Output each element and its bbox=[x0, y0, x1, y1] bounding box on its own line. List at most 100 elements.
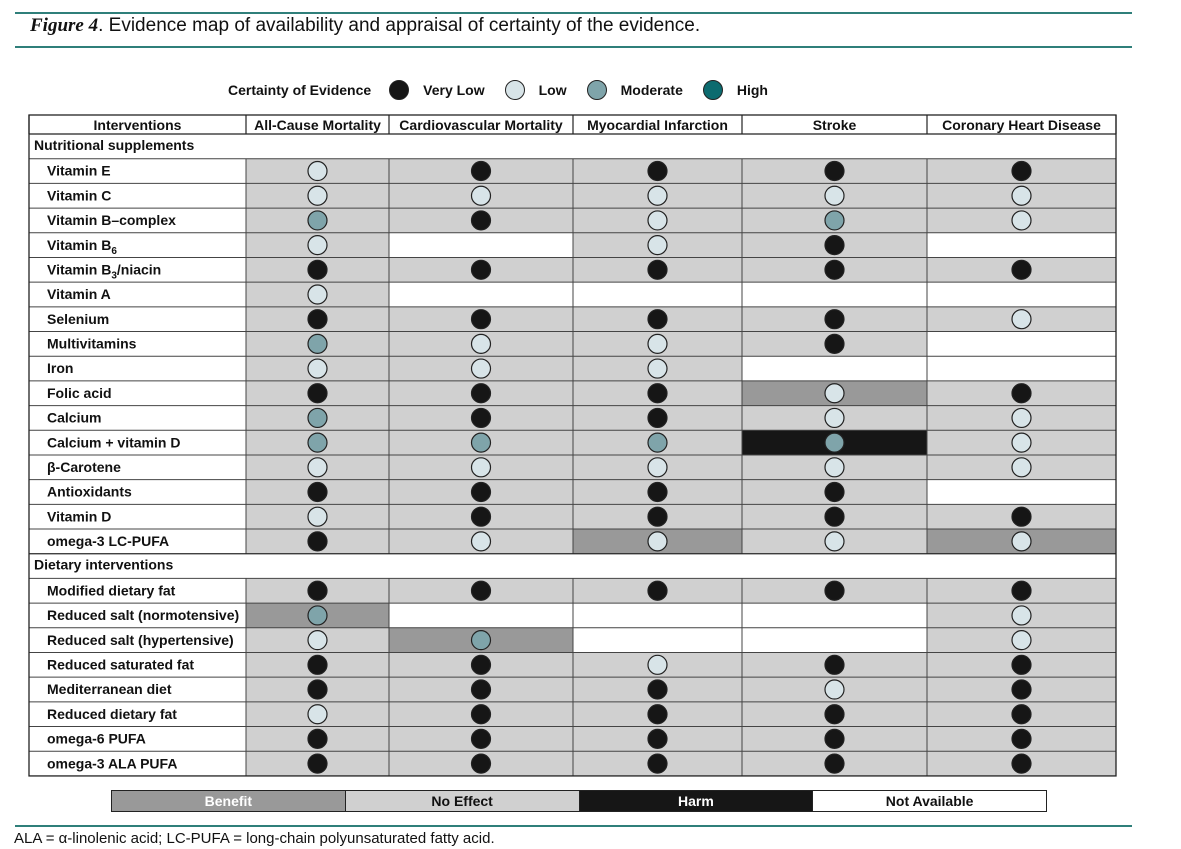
certainty-dot-low bbox=[647, 235, 668, 256]
certainty-dot-moderate bbox=[647, 432, 668, 453]
column-header-stroke: Stroke bbox=[813, 117, 857, 133]
certainty-dot-low bbox=[824, 185, 845, 206]
legend-item-high: High bbox=[702, 80, 788, 100]
row-label-omega-3-lc-pufa: omega-3 LC-PUFA bbox=[47, 533, 169, 549]
certainty-dot-moderate bbox=[470, 630, 492, 651]
row-label-vitamin-b3-niacin: Vitamin B3/niacin bbox=[47, 261, 161, 281]
certainty-dot-very-low bbox=[647, 704, 668, 725]
certainty-dot-low bbox=[1011, 531, 1032, 552]
certainty-dot-low bbox=[470, 333, 492, 354]
certainty-dot-low bbox=[1011, 309, 1032, 330]
certainty-dot-very-low bbox=[647, 309, 668, 330]
cell-cardiovascular-mortality bbox=[389, 603, 573, 628]
row-label-vitamin-d: Vitamin D bbox=[47, 508, 111, 524]
certainty-dot-very-low bbox=[824, 259, 845, 280]
high-dot-icon bbox=[702, 80, 723, 100]
certainty-dot-very-low bbox=[470, 160, 492, 182]
certainty-dot-low bbox=[1011, 185, 1032, 206]
cell-coronary-heart-disease bbox=[927, 282, 1116, 307]
cell-myocardial-infarction bbox=[573, 627, 742, 653]
certainty-dot-moderate bbox=[824, 432, 845, 453]
group-label-nutritional-supplements: Nutritional supplements bbox=[34, 137, 194, 153]
certainty-dot-very-low bbox=[647, 580, 668, 601]
certainty-dot-very-low bbox=[647, 481, 668, 503]
column-header-interventions: Interventions bbox=[94, 117, 182, 133]
certainty-dot-low bbox=[307, 185, 328, 206]
top-rule bbox=[15, 12, 1132, 14]
certainty-dot-very-low bbox=[307, 728, 328, 750]
certainty-dot-moderate bbox=[307, 432, 328, 453]
certainty-dot-very-low bbox=[647, 679, 668, 700]
certainty-dot-low bbox=[307, 506, 328, 527]
cell-stroke bbox=[742, 627, 927, 653]
certainty-dot-low bbox=[824, 679, 845, 700]
certainty-dot-low bbox=[647, 333, 668, 354]
certainty-dot-low bbox=[1011, 432, 1032, 453]
certainty-dot-very-low bbox=[824, 753, 845, 774]
effect-legend-benefit: Benefit bbox=[112, 791, 346, 811]
row-label-subscript: 3 bbox=[111, 270, 117, 281]
certainty-dot-very-low bbox=[307, 679, 328, 700]
legend-label-low: Low bbox=[538, 82, 567, 98]
certainty-dot-very-low bbox=[1011, 160, 1032, 182]
certainty-dot-very-low bbox=[824, 481, 845, 503]
certainty-dot-low bbox=[1011, 407, 1032, 429]
legend-label-moderate: Moderate bbox=[620, 82, 683, 98]
certainty-dot-moderate bbox=[307, 605, 328, 626]
certainty-dot-low bbox=[824, 531, 845, 552]
certainty-dot-very-low bbox=[307, 259, 328, 280]
row-label-subscript: 6 bbox=[111, 246, 117, 257]
certainty-dot-very-low bbox=[470, 259, 492, 280]
row-label-calcium-vitamin-d: Calcium + vitamin D bbox=[47, 434, 180, 450]
certainty-dot-low bbox=[307, 284, 328, 305]
cell-stroke bbox=[742, 356, 927, 381]
certainty-dot-very-low bbox=[647, 407, 668, 429]
row-label-reduced-salt-hypertensive: Reduced salt (hypertensive) bbox=[47, 632, 234, 648]
certainty-dot-very-low bbox=[470, 728, 492, 750]
column-header-all-cause-mortality: All-Cause Mortality bbox=[254, 117, 381, 133]
certainty-dot-very-low bbox=[647, 160, 668, 182]
certainty-dot-very-low bbox=[307, 753, 328, 774]
cell-myocardial-infarction bbox=[573, 282, 742, 307]
cell-stroke bbox=[742, 603, 927, 628]
certainty-dot-very-low bbox=[824, 160, 845, 182]
certainty-dot-moderate bbox=[307, 210, 328, 231]
legend-item-very-low: Very Low bbox=[389, 80, 504, 100]
row-label-selenium: Selenium bbox=[47, 311, 109, 327]
cell-coronary-heart-disease bbox=[927, 331, 1116, 357]
certainty-dot-low bbox=[1011, 605, 1032, 626]
effect-legend-not-available: Not Available bbox=[813, 791, 1046, 811]
certainty-dot-very-low bbox=[1011, 753, 1032, 774]
legend-label-very-low: Very Low bbox=[423, 82, 485, 98]
certainty-dot-moderate bbox=[824, 210, 845, 231]
cell-cardiovascular-mortality bbox=[389, 282, 573, 307]
cell-stroke bbox=[742, 282, 927, 307]
bottom-rule bbox=[15, 825, 1132, 827]
column-header-myocardial-infarction: Myocardial Infarction bbox=[587, 117, 728, 133]
certainty-dot-very-low bbox=[470, 654, 492, 675]
row-label-suffix: /niacin bbox=[117, 261, 161, 277]
certainty-dot-very-low bbox=[1011, 679, 1032, 700]
certainty-dot-very-low bbox=[307, 481, 328, 503]
certainty-dot-very-low bbox=[824, 309, 845, 330]
cell-coronary-heart-disease bbox=[927, 232, 1116, 258]
certainty-dot-very-low bbox=[647, 259, 668, 280]
row-label-folic-acid: Folic acid bbox=[47, 385, 112, 401]
certainty-dot-low bbox=[307, 358, 328, 379]
row-label-omega-6-pufa: omega-6 PUFA bbox=[47, 731, 146, 747]
certainty-dot-very-low bbox=[1011, 728, 1032, 750]
certainty-dot-very-low bbox=[470, 679, 492, 700]
certainty-dot-very-low bbox=[1011, 383, 1032, 404]
row-label-carotene: β-Carotene bbox=[47, 459, 121, 475]
certainty-dot-moderate bbox=[307, 333, 328, 354]
title-rule bbox=[15, 46, 1132, 48]
very-low-dot-icon bbox=[389, 80, 410, 100]
certainty-dot-very-low bbox=[824, 506, 845, 527]
figure-label: Figure 4 bbox=[30, 15, 99, 36]
certainty-dot-very-low bbox=[470, 210, 492, 231]
certainty-dot-very-low bbox=[1011, 259, 1032, 280]
row-label-vitamin-b6: Vitamin B6 bbox=[47, 237, 117, 257]
row-label-reduced-dietary-fat: Reduced dietary fat bbox=[47, 706, 177, 722]
moderate-dot-icon bbox=[586, 80, 607, 100]
